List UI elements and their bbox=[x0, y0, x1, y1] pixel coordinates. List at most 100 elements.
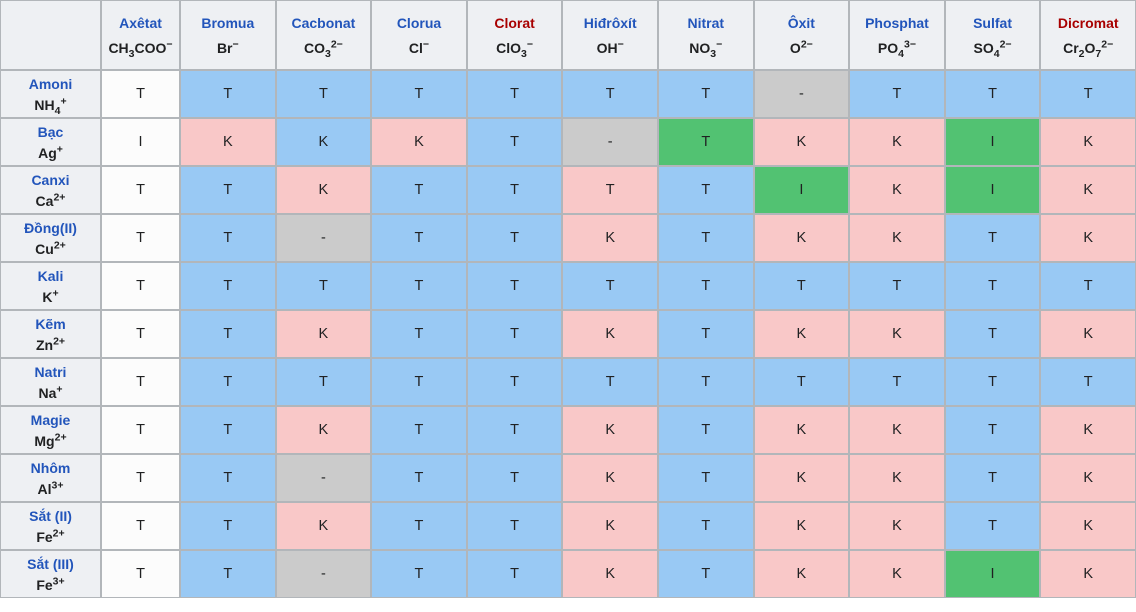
anion-name-row: Clorat bbox=[470, 11, 560, 36]
row-header: Kali K+ bbox=[0, 262, 101, 310]
solubility-cell: K bbox=[180, 118, 276, 166]
cation-name-row: Nhôm bbox=[3, 457, 98, 479]
cation-link[interactable]: Sắt (II) bbox=[29, 508, 72, 524]
solubility-cell: T bbox=[657, 358, 754, 406]
anion-formula: ClO3− bbox=[470, 36, 560, 60]
anion-link[interactable]: Axêtat bbox=[119, 14, 162, 31]
solubility-cell: - bbox=[562, 118, 658, 166]
solubility-cell: T bbox=[275, 262, 372, 310]
solubility-cell: T bbox=[101, 358, 180, 406]
cation-formula: Mg2+ bbox=[3, 431, 98, 451]
solubility-cell: T bbox=[562, 358, 658, 406]
anion-name-row: Cacbonat bbox=[279, 11, 369, 36]
solubility-cell: T bbox=[371, 358, 467, 406]
corner-cell bbox=[0, 0, 101, 70]
formula-part: 2+ bbox=[53, 191, 66, 204]
solubility-cell: T bbox=[371, 406, 467, 454]
formula-part: 7 bbox=[1095, 47, 1102, 60]
solubility-cell: T bbox=[753, 262, 850, 310]
solubility-cell: T bbox=[101, 406, 180, 454]
anion-link[interactable]: Dicromat bbox=[1057, 14, 1119, 31]
formula-part: − bbox=[526, 37, 534, 50]
formula-part: + bbox=[56, 383, 63, 396]
table-row: Sắt (II) Fe2+ T T K T T K T K K T K bbox=[0, 502, 1136, 550]
formula-part: O bbox=[789, 39, 801, 56]
solubility-cell: K bbox=[849, 310, 945, 358]
solubility-cell: K bbox=[849, 502, 945, 550]
anion-link[interactable]: Sulfat bbox=[973, 14, 1012, 31]
anion-link[interactable]: Clorua bbox=[396, 14, 442, 31]
solubility-cell: T bbox=[180, 454, 276, 502]
anion-link[interactable]: Phosphat bbox=[865, 14, 929, 31]
formula-part: + bbox=[60, 95, 67, 108]
formula-part: PO bbox=[877, 39, 899, 56]
cation-link[interactable]: Nhôm bbox=[30, 460, 71, 476]
solubility-cell: T bbox=[466, 310, 563, 358]
solubility-cell: K bbox=[1040, 502, 1136, 550]
anion-formula: CH3COO− bbox=[104, 36, 177, 60]
solubility-table-page: Axêtat CH3COO− Bromua Br− Cacbonat CO32− Cloru… bbox=[0, 0, 1136, 598]
cation-link[interactable]: Đồng(II) bbox=[24, 220, 77, 236]
column-header: Cacbonat CO32− bbox=[275, 0, 372, 70]
cation-name-row: Bạc bbox=[3, 121, 98, 143]
solubility-cell: K bbox=[562, 454, 658, 502]
solubility-cell: T bbox=[180, 550, 276, 598]
anion-link[interactable]: Ôxit bbox=[787, 14, 815, 31]
anion-formula: O2− bbox=[757, 36, 847, 60]
table-row: Kali K+ T T T T T T T T T T T bbox=[0, 262, 1136, 310]
anion-name-row: Sulfat bbox=[948, 11, 1038, 36]
anion-name-row: Axêtat bbox=[104, 11, 177, 36]
cation-link[interactable]: Kẽm bbox=[35, 316, 66, 332]
solubility-cell: K bbox=[275, 406, 372, 454]
anion-formula: CO32− bbox=[279, 36, 369, 60]
solubility-cell: T bbox=[101, 310, 180, 358]
formula-part: 3+ bbox=[51, 479, 64, 492]
formula-part: 3 bbox=[521, 47, 527, 60]
anion-link[interactable]: Nitrat bbox=[687, 14, 725, 31]
cation-link[interactable]: Canxi bbox=[31, 172, 70, 188]
anion-link[interactable]: Bromua bbox=[201, 14, 255, 31]
solubility-cell: T bbox=[657, 406, 754, 454]
solubility-table: Axêtat CH3COO− Bromua Br− Cacbonat CO32− Cloru… bbox=[0, 0, 1136, 598]
table-row: Bạc Ag+ I K K K T - T K K I K bbox=[0, 118, 1136, 166]
solubility-cell: T bbox=[371, 502, 467, 550]
formula-part: Al bbox=[37, 481, 52, 497]
cation-link[interactable]: Kali bbox=[37, 268, 64, 284]
anion-link[interactable]: Clorat bbox=[494, 14, 535, 31]
solubility-cell: T bbox=[657, 166, 754, 214]
column-header: Clorua Cl− bbox=[371, 0, 467, 70]
solubility-cell: I bbox=[101, 118, 180, 166]
table-row: Natri Na+ T T T T T T T T T T T bbox=[0, 358, 1136, 406]
formula-part: Cl bbox=[408, 39, 423, 56]
anion-name-row: Hiđrôxít bbox=[565, 11, 655, 36]
solubility-cell: T bbox=[371, 70, 467, 118]
solubility-cell: T bbox=[944, 214, 1041, 262]
solubility-cell: K bbox=[562, 502, 658, 550]
solubility-cell: T bbox=[371, 310, 467, 358]
cation-link[interactable]: Sắt (III) bbox=[27, 556, 74, 572]
formula-part: 4 bbox=[54, 104, 61, 117]
solubility-cell: T bbox=[101, 550, 180, 598]
solubility-cell: K bbox=[1040, 406, 1136, 454]
solubility-cell: T bbox=[657, 70, 754, 118]
solubility-cell: - bbox=[275, 214, 372, 262]
formula-part: + bbox=[52, 287, 59, 300]
cation-link[interactable]: Bạc bbox=[37, 124, 64, 140]
cation-formula: Cu2+ bbox=[3, 239, 98, 259]
solubility-cell: T bbox=[849, 70, 945, 118]
cation-name-row: Đồng(II) bbox=[3, 217, 98, 239]
cation-link[interactable]: Amoni bbox=[28, 76, 73, 92]
formula-part: Mg bbox=[34, 433, 55, 449]
solubility-cell: I bbox=[753, 166, 850, 214]
cation-link[interactable]: Magie bbox=[30, 412, 71, 428]
solubility-cell: K bbox=[849, 214, 945, 262]
cation-formula: Zn2+ bbox=[3, 335, 98, 355]
formula-part: NO bbox=[689, 39, 711, 56]
cation-link[interactable]: Natri bbox=[34, 364, 67, 380]
solubility-cell: K bbox=[562, 214, 658, 262]
anion-link[interactable]: Hiđrôxít bbox=[583, 14, 637, 31]
solubility-cell: T bbox=[180, 262, 276, 310]
row-header: Canxi Ca2+ bbox=[0, 166, 101, 214]
anion-link[interactable]: Cacbonat bbox=[291, 14, 356, 31]
solubility-cell: T bbox=[849, 358, 945, 406]
